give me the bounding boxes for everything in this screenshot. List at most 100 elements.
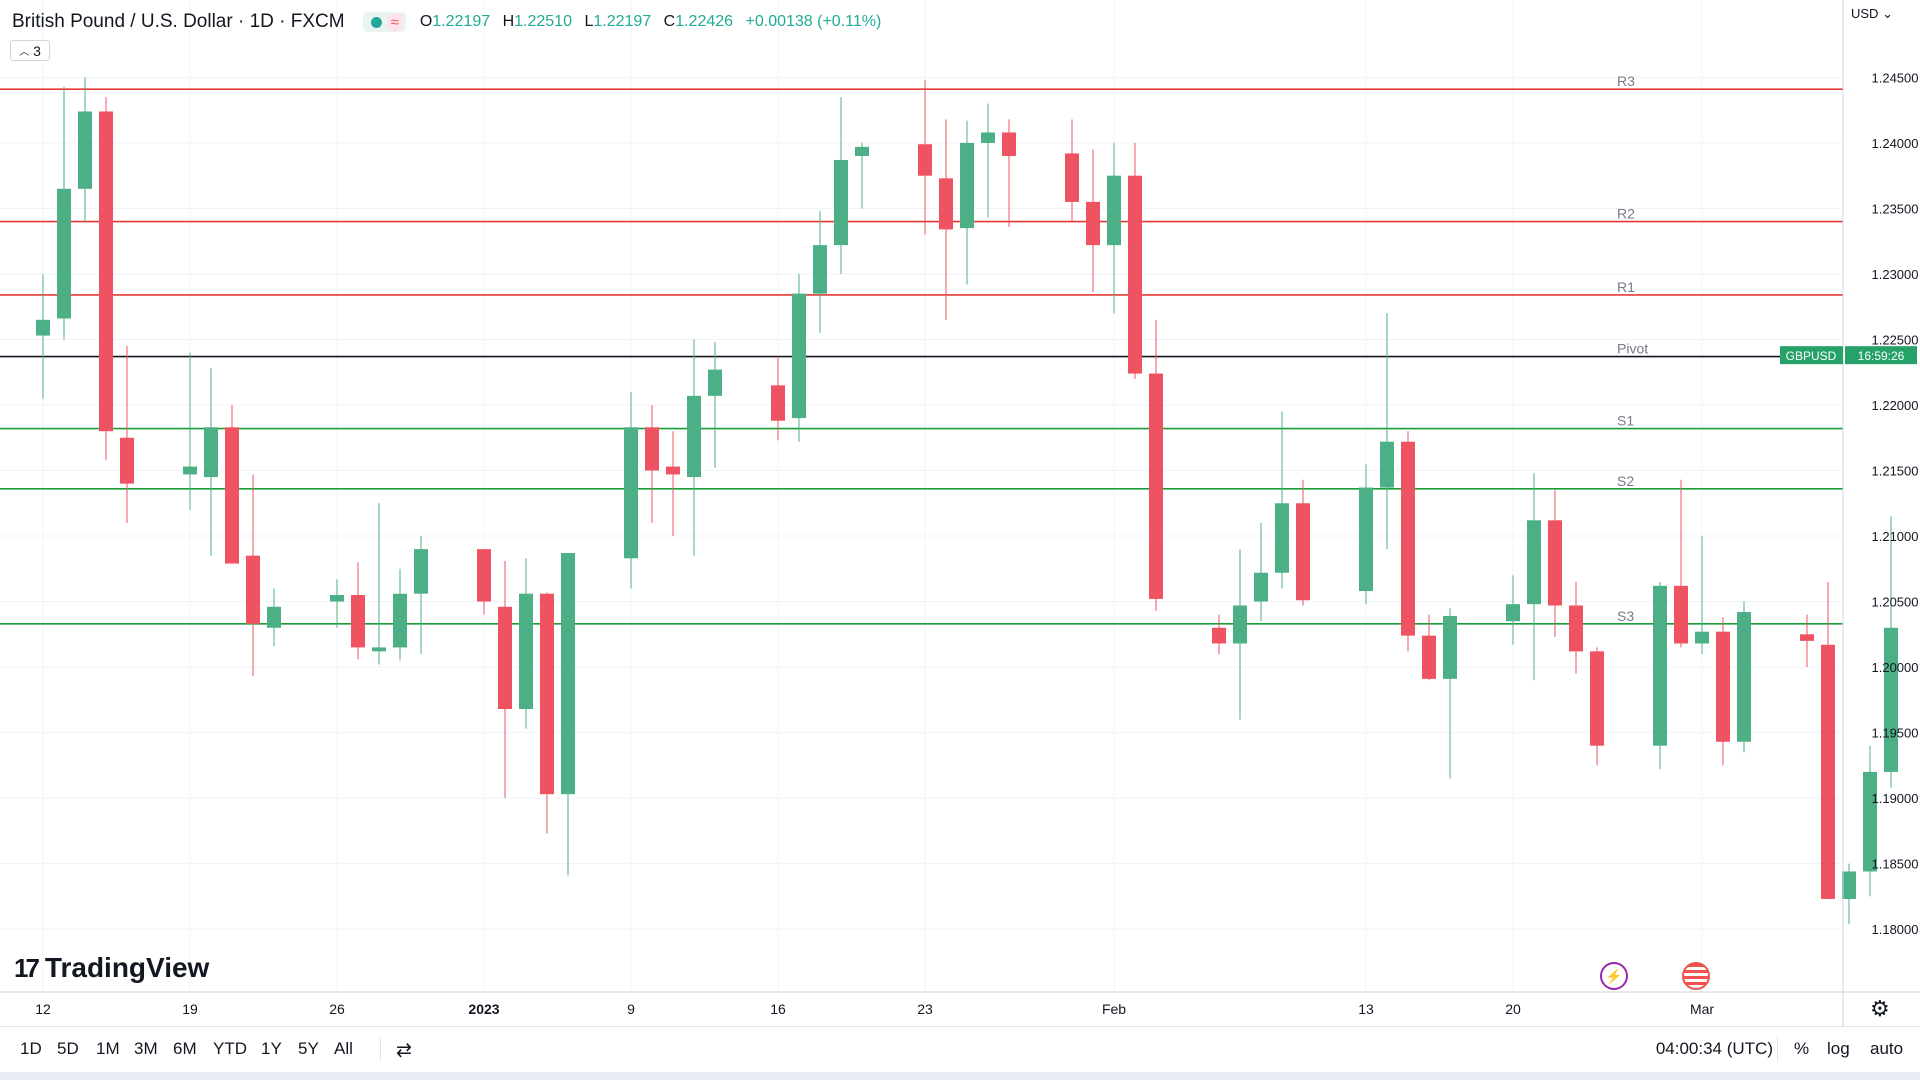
candle-body	[834, 159, 848, 246]
candle-body	[498, 606, 512, 709]
chevron-down-icon: ⌄	[1878, 6, 1893, 21]
log-scale-toggle[interactable]: log	[1827, 1039, 1850, 1058]
toolbar-divider	[1777, 1037, 1778, 1061]
candle-body	[393, 593, 407, 648]
countdown-tag-label: 16:59:26	[1858, 349, 1905, 363]
price-tick-label: 1.23000	[1872, 267, 1919, 282]
candle-body	[414, 549, 428, 594]
indicators-toggle-button[interactable]: ︿ 3	[10, 40, 50, 61]
candle-body	[1527, 520, 1541, 605]
auto-scale-toggle[interactable]: auto	[1870, 1039, 1904, 1058]
change-value: +0.00138 (+0.11%)	[745, 13, 882, 30]
candle-body	[225, 427, 239, 564]
candle-body	[1569, 605, 1583, 652]
candle-body	[1548, 520, 1562, 606]
range-6m-button[interactable]: 6M	[173, 1039, 197, 1058]
time-tick-label: 16	[770, 1001, 786, 1017]
price-tick-label: 1.23500	[1872, 201, 1919, 216]
price-tick-label: 1.20500	[1872, 595, 1919, 610]
candle-body	[1800, 634, 1814, 641]
range-ytd-button[interactable]: YTD	[213, 1039, 247, 1058]
candle-body	[1842, 871, 1856, 899]
range-3m-button[interactable]: 3M	[134, 1039, 158, 1058]
symbol-tag-bg	[1780, 346, 1843, 365]
candle-body	[1149, 373, 1163, 599]
percent-scale-toggle[interactable]: %	[1794, 1039, 1810, 1058]
ohlc-values: O1.22197 H1.22510 L1.22197 C1.22426 +0.0…	[419, 13, 882, 30]
candle-body	[666, 466, 680, 475]
candle-body	[1716, 631, 1730, 742]
candle-body	[1275, 503, 1289, 573]
level-label-r3: R3	[1617, 73, 1635, 89]
horizontal-scrollbar[interactable]	[0, 1072, 1920, 1080]
range-5d-button[interactable]: 5D	[57, 1039, 79, 1058]
symbol-legend: British Pound / U.S. Dollar · 1D · FXCM …	[12, 9, 881, 35]
currency-selector[interactable]: USD ⌄	[1851, 6, 1893, 21]
close-value: 1.22426	[675, 13, 734, 30]
level-label-r1: R1	[1617, 279, 1635, 295]
countdown-tag-bg	[1845, 346, 1917, 365]
candles	[36, 77, 1898, 924]
date-range-calendar-icon[interactable]: ⇄	[396, 1040, 412, 1061]
candle-body	[1002, 132, 1016, 157]
market-status-badge[interactable]: ≈	[362, 12, 406, 32]
candle-body	[855, 146, 869, 157]
event-lightning-icon[interactable]: ⚡	[1600, 962, 1628, 990]
candle-body	[645, 427, 659, 471]
delayed-data-icon: ≈	[386, 13, 403, 31]
price-tick-label: 1.18500	[1872, 857, 1919, 872]
candle-body	[1506, 604, 1520, 622]
candle-body	[771, 385, 785, 421]
chart-settings-gear-icon[interactable]: ⚙	[1870, 996, 1890, 1021]
candle-body	[939, 178, 953, 230]
candle-body	[687, 395, 701, 478]
time-tick-label: 26	[329, 1001, 345, 1017]
range-1m-button[interactable]: 1M	[96, 1039, 120, 1058]
open-value: 1.22197	[432, 13, 491, 30]
time-tick-label: 13	[1358, 1001, 1374, 1017]
candle-body	[1107, 175, 1121, 246]
time-tick-label: Feb	[1102, 1001, 1126, 1017]
event-us-flag-icon[interactable]	[1682, 962, 1710, 990]
time-tick-label: 2023	[468, 1001, 499, 1017]
candle-body	[372, 647, 386, 652]
price-tick-label: 1.24500	[1872, 70, 1919, 85]
logo-text: TradingView	[44, 952, 210, 983]
range-5y-button[interactable]: 5Y	[298, 1039, 319, 1058]
candle-body	[1821, 644, 1835, 899]
range-1d-button[interactable]: 1D	[20, 1039, 42, 1058]
candle-body	[519, 593, 533, 709]
tradingview-logo[interactable]: 17 TradingView	[14, 952, 209, 984]
time-tick-label: 20	[1505, 1001, 1521, 1017]
utc-clock[interactable]: 04:00:34 (UTC)	[1655, 1039, 1773, 1058]
candle-body	[1065, 153, 1079, 202]
candle-body	[1401, 441, 1415, 636]
candle-body	[477, 549, 491, 602]
time-axis: 121926202391623Feb1320Mar132027Apr10	[0, 991, 1920, 1017]
candle-body	[1674, 585, 1688, 644]
time-tick-label: 12	[35, 1001, 51, 1017]
time-tick-label: 23	[917, 1001, 933, 1017]
level-label-s1: S1	[1617, 413, 1634, 429]
range-1y-button[interactable]: 1Y	[261, 1039, 282, 1058]
candle-body	[1443, 615, 1457, 679]
market-open-dot-icon	[370, 16, 382, 28]
time-tick-label: 19	[182, 1001, 198, 1017]
candle-body	[960, 142, 974, 229]
time-tick-label: 9	[627, 1001, 635, 1017]
range-all-button[interactable]: All	[334, 1039, 353, 1058]
candle-body	[540, 593, 554, 795]
candle-body	[78, 111, 92, 189]
price-tick-label: 1.19500	[1872, 726, 1919, 741]
symbol-title[interactable]: British Pound / U.S. Dollar · 1D · FXCM	[12, 11, 345, 32]
candle-body	[561, 553, 575, 795]
level-label-pivot: Pivot	[1617, 341, 1648, 357]
candle-body	[813, 245, 827, 294]
candle-body	[1737, 612, 1751, 742]
tradingview-mark-icon: 17	[14, 952, 40, 983]
candle-body	[1695, 631, 1709, 644]
candle-body	[624, 427, 638, 559]
price-tick-label: 1.18000	[1872, 922, 1919, 937]
candle-body	[1590, 651, 1604, 746]
